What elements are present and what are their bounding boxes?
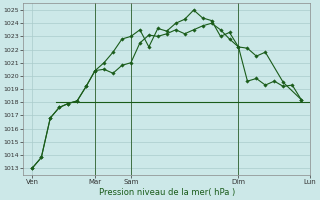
X-axis label: Pression niveau de la mer( hPa ): Pression niveau de la mer( hPa ) <box>99 188 235 197</box>
